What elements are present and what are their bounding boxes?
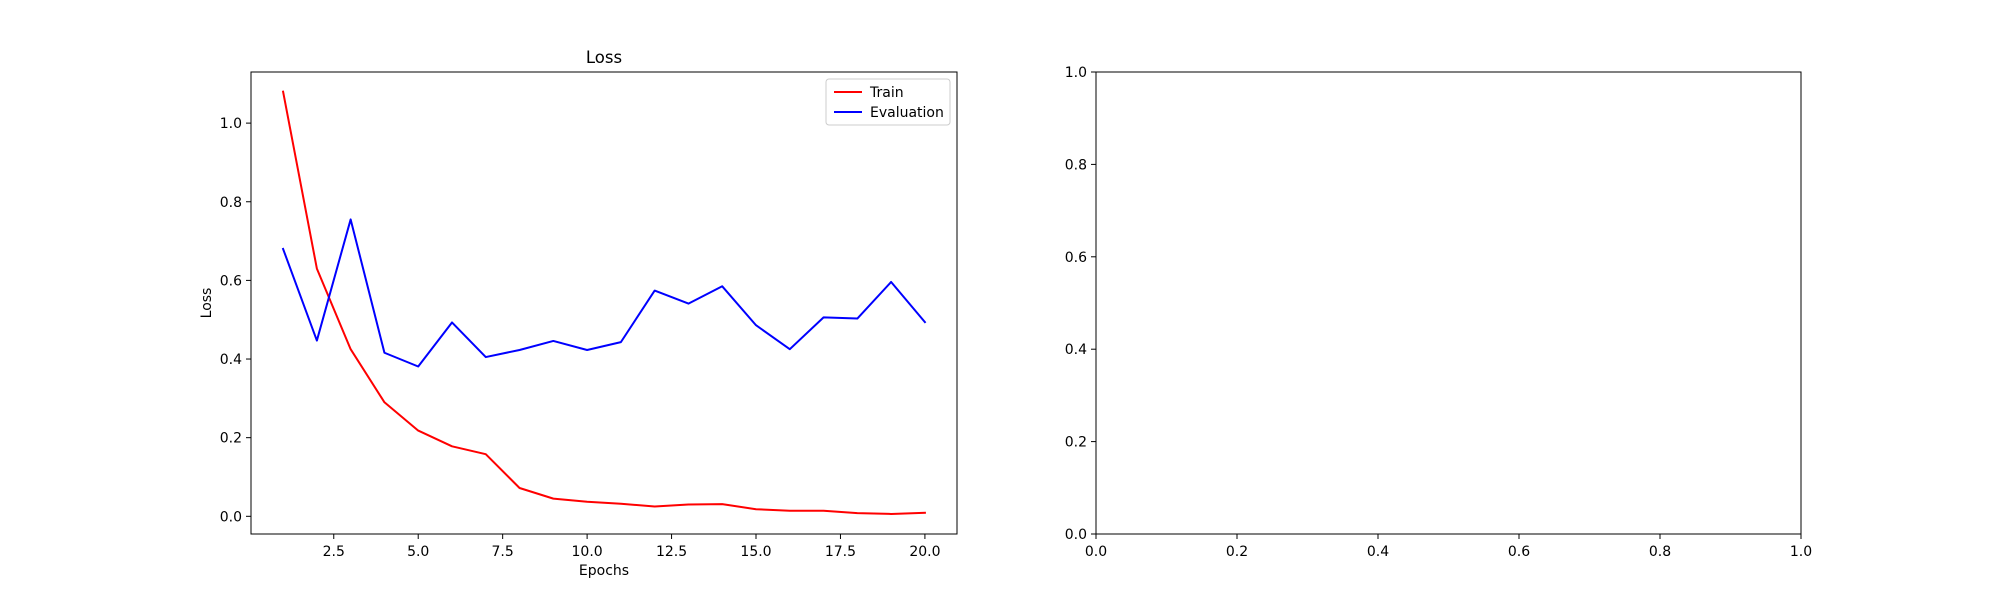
loss-subplot: 2.5 5.0 7.5 10.0 12.5 15.0 17.5 20.0 0.00.20.40…: [199, 48, 958, 579]
loss-x-tick-label-5-0: 5.0: [407, 544, 429, 560]
loss-y-ticks: 0.0 0.2 0.4 0.6 0.8 1.0: [220, 116, 251, 525]
empty-subplot: 0.0 0.2 0.4 0.6 0.8 1.0 0.0 0.2 0.4 0.6 0.8 1.0: [1065, 65, 1812, 560]
loss-legend: Train Evaluation: [825, 78, 951, 126]
loss-x-tick-label-7-5: 7.5: [492, 544, 514, 560]
loss-y-tick-label-1-0: 1.0: [220, 116, 242, 132]
empty-y-tick-label-0-2: 0.2: [1065, 435, 1087, 451]
series-line-evaluation: [281, 218, 927, 368]
empty-y-tick-label-0-6: 0.6: [1065, 250, 1087, 266]
loss-x-tick-label-20-0: 20.0: [909, 544, 940, 560]
loss-chart-title: Loss: [586, 48, 622, 67]
loss-y-tick-label-0-0: 0.0: [220, 509, 242, 525]
empty-axes-frame: [1095, 71, 1802, 535]
empty-y-tick-label-1-0: 1.0: [1065, 65, 1087, 81]
empty-x-tick-label-0-4: 0.4: [1367, 544, 1389, 560]
legend-label-train: Train: [869, 85, 904, 101]
loss-y-tick-label-0-2: 0.2: [220, 431, 242, 447]
loss-y-tick-label-0-4: 0.4: [220, 352, 242, 368]
empty-x-tick-label-0-8: 0.8: [1649, 544, 1671, 560]
loss-series-lines: [281, 90, 927, 515]
empty-x-ticks: 0.0 0.2 0.4 0.6 0.8 1.0: [1085, 534, 1812, 560]
legend-label-evaluation: Evaluation: [870, 105, 944, 121]
empty-x-tick-label-0-2: 0.2: [1226, 544, 1248, 560]
loss-axes-frame: [250, 71, 958, 535]
loss-y-tick-label-0-6: 0.6: [220, 273, 242, 289]
empty-x-tick-label-0-6: 0.6: [1508, 544, 1530, 560]
loss-y-tick-label-0-8: 0.8: [220, 195, 242, 211]
loss-x-tick-label-2-5: 2.5: [323, 544, 345, 560]
legend-box: [825, 78, 951, 126]
empty-x-tick-label-1-0: 1.0: [1790, 544, 1812, 560]
loss-x-tick-label-15-0: 15.0: [740, 544, 771, 560]
loss-x-axis-label: Epochs: [579, 563, 629, 579]
empty-y-tick-label-0-8: 0.8: [1065, 157, 1087, 173]
empty-y-tick-label-0-0: 0.0: [1065, 527, 1087, 543]
loss-x-tick-label-12-5: 12.5: [656, 544, 687, 560]
empty-y-ticks: 0.0 0.2 0.4 0.6 0.8 1.0: [1065, 65, 1096, 543]
loss-x-tick-label-17-5: 17.5: [825, 544, 856, 560]
empty-x-tick-label-0-0: 0.0: [1085, 544, 1107, 560]
loss-x-ticks: 2.5 5.0 7.5 10.0 12.5 15.0 17.5 20.0: [323, 534, 940, 560]
loss-x-tick-label-10-0: 10.0: [572, 544, 603, 560]
loss-y-axis-label: Loss: [199, 288, 215, 319]
empty-y-tick-label-0-4: 0.4: [1065, 342, 1087, 358]
series-line-train: [281, 90, 926, 515]
